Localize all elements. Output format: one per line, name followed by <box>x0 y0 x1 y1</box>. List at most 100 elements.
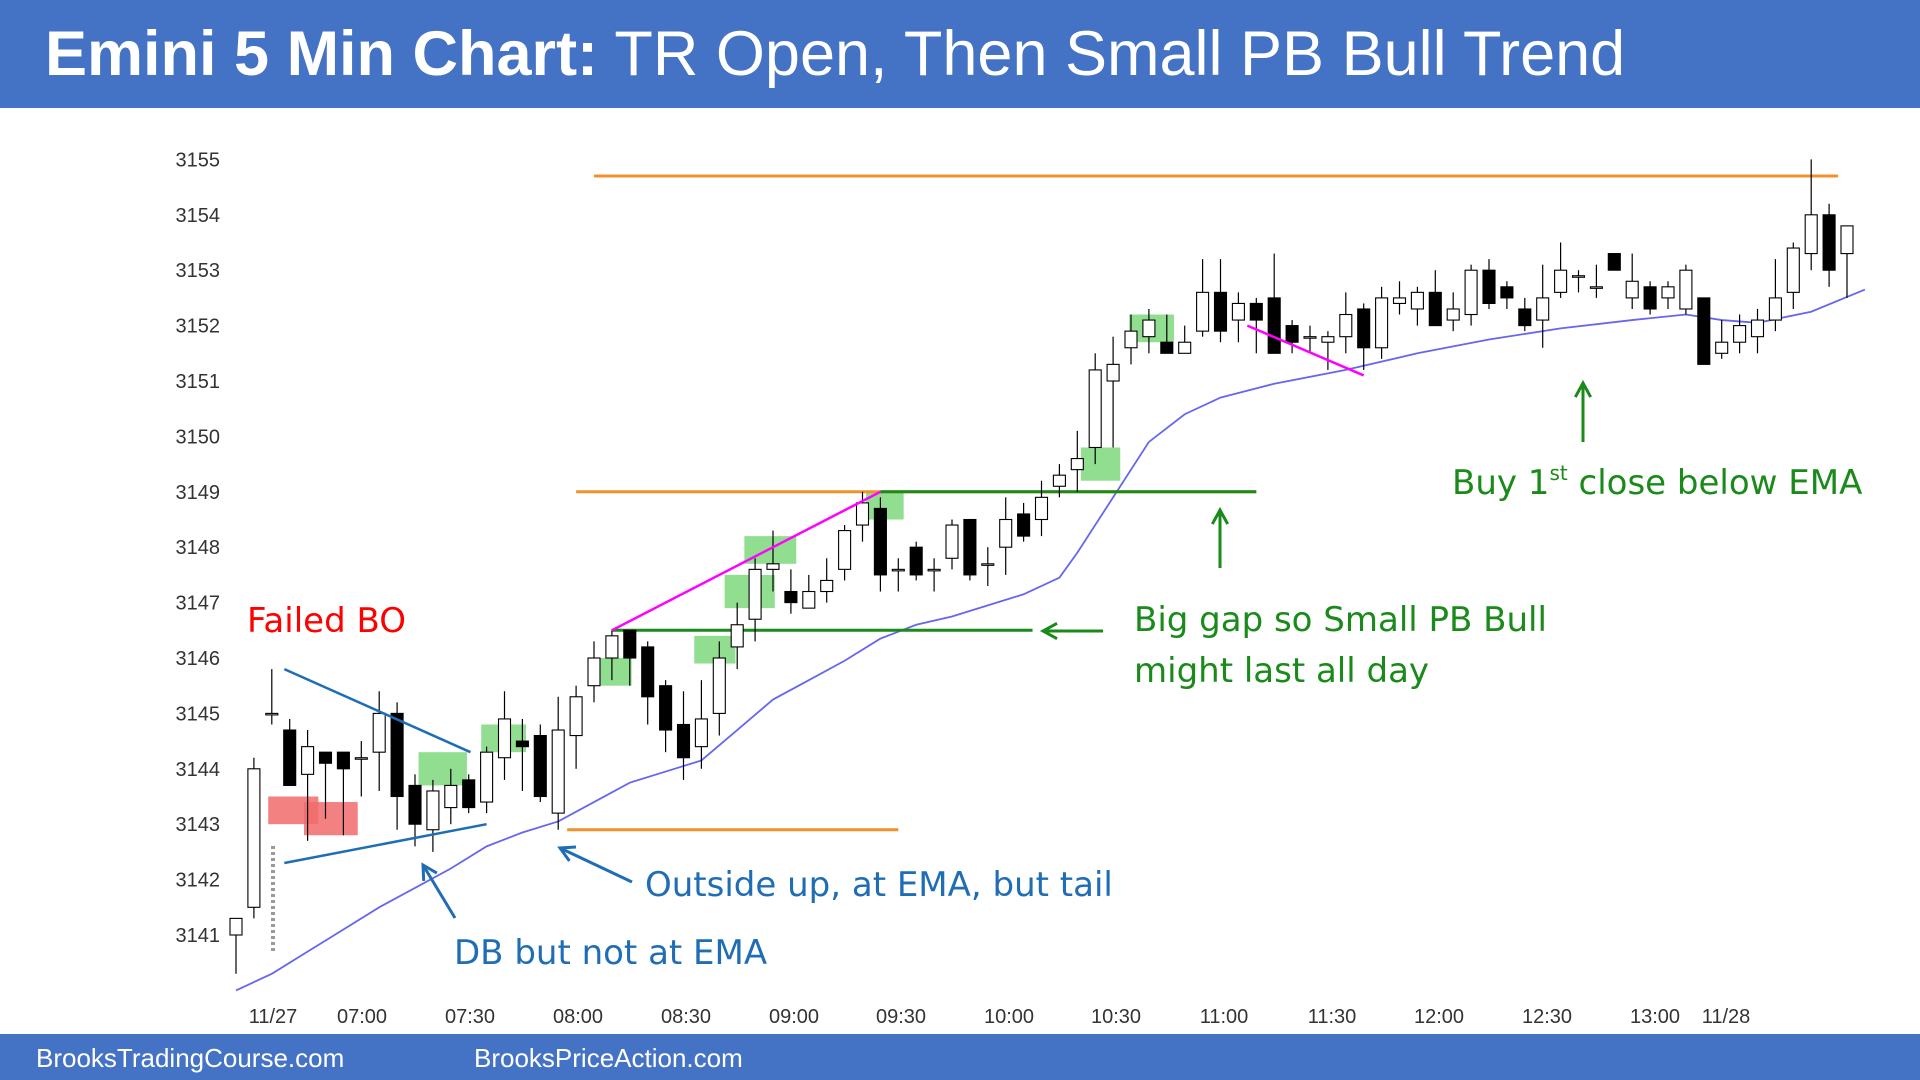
bear-candle-body <box>462 779 476 809</box>
bull-candle-body <box>766 563 780 570</box>
candle <box>283 718 297 786</box>
annotations: Failed BO DB but not at EMA Outside up, at… <box>247 379 1862 973</box>
red-signal-box <box>304 802 358 836</box>
candle <box>873 497 887 592</box>
bear-candle-body <box>1518 308 1532 327</box>
bull-candle-body <box>1679 269 1693 310</box>
candle <box>1321 331 1335 370</box>
bull-candle-body <box>265 712 279 716</box>
x-tick-label: 12:00 <box>1414 1006 1464 1028</box>
bull-candle-body <box>855 502 870 526</box>
bull-candle-body <box>1715 341 1729 354</box>
bull-candle-body <box>372 712 386 753</box>
y-tick-label: 3143 <box>176 814 221 836</box>
bull-candle-body <box>1142 319 1156 338</box>
bear-candle-body <box>533 735 547 798</box>
bear-candle-body <box>641 646 655 698</box>
bull-candle-body <box>694 718 708 748</box>
title-rest: TR Open, Then Small PB Bull Trend <box>614 19 1626 89</box>
x-tick-label: 08:30 <box>661 1006 711 1028</box>
x-tick-label: 10:30 <box>1091 1006 1141 1028</box>
x-tick-label: 12:30 <box>1522 1006 1572 1028</box>
bull-candle-body <box>1786 247 1800 293</box>
bull-candle-body <box>927 568 941 572</box>
y-tick-label: 3144 <box>176 759 221 781</box>
candle <box>1518 297 1532 332</box>
bull-candle-body <box>1804 214 1818 255</box>
candle <box>569 685 583 769</box>
bear-candle-body <box>408 784 422 825</box>
buy-up-arrow <box>1574 379 1592 442</box>
bear-candle-body <box>1643 286 1657 310</box>
bear-candle-body <box>1428 291 1442 327</box>
candle <box>1034 480 1049 537</box>
candle <box>372 691 386 791</box>
db-arrow <box>421 862 457 919</box>
bull-candle-body <box>730 624 744 648</box>
candle <box>1786 242 1800 309</box>
arrow-head <box>1039 622 1058 640</box>
footer-right[interactable]: BrooksPriceAction.com <box>474 1043 743 1073</box>
candle <box>1536 264 1550 348</box>
y-axis: 3141 3142 3143 3144 3145 3146 3147 3148 3149 3150… <box>176 149 221 947</box>
triangle-lower-line <box>284 822 487 865</box>
outside-up-label: Outside up, at EMA, but tail <box>645 865 1113 905</box>
arrow-head <box>1211 506 1229 525</box>
bear-candle-body <box>1213 291 1228 332</box>
y-tick-label: 3146 <box>176 648 221 670</box>
x-axis: 11/27 07:00 07:30 08:00 08:30 09:00 09:30 10:00… <box>249 1006 1751 1028</box>
candle <box>533 724 547 803</box>
candle <box>820 558 834 603</box>
bull-candle-body <box>605 635 619 659</box>
y-tick-label: 3152 <box>176 316 221 338</box>
bull-candle-body <box>1321 336 1335 343</box>
candle <box>730 602 744 670</box>
bull-candle-body <box>1088 369 1102 449</box>
bull-candle-body <box>354 757 368 760</box>
y-tick-label: 3153 <box>176 260 221 282</box>
y-tick-label: 3150 <box>176 426 221 448</box>
candle <box>1733 314 1747 354</box>
bull-candle-body <box>426 790 440 831</box>
title-bold: Emini 5 Min Chart: <box>45 19 599 89</box>
candle <box>229 917 243 974</box>
triangle-upper-line <box>283 667 471 754</box>
candle <box>1589 264 1603 298</box>
bear-candle-body <box>659 685 673 731</box>
candle <box>963 518 977 581</box>
big-gap-label: Big gap so Small PB Bull <box>1134 600 1547 640</box>
bull-candle-body <box>587 657 601 687</box>
candle <box>623 629 637 686</box>
x-tick-label: 11:00 <box>1200 1006 1249 1028</box>
candle <box>712 641 726 736</box>
bull-candle-body <box>247 768 261 908</box>
candle <box>1124 314 1138 365</box>
bear-candle-body <box>1267 297 1281 354</box>
candle <box>1464 264 1478 326</box>
candle <box>1070 430 1084 492</box>
x-tick-label: 10:00 <box>984 1006 1034 1028</box>
bear-candle-body <box>1285 325 1299 343</box>
bull-candle-body <box>1303 336 1317 339</box>
level-up-arrow <box>1211 506 1229 568</box>
bull-candle-body <box>945 524 959 559</box>
candle <box>1392 281 1407 315</box>
y-tick-label: 3148 <box>176 537 221 559</box>
candle <box>1303 325 1317 354</box>
magenta-trend-line <box>1246 324 1365 377</box>
candle <box>748 558 762 642</box>
footer-left[interactable]: BrooksTradingCourse.com <box>36 1043 345 1073</box>
candle <box>408 774 422 847</box>
candle <box>1715 320 1729 359</box>
bull-candle-body <box>1375 297 1389 349</box>
candle <box>1804 159 1818 271</box>
slide-title: Emini 5 Min Chart: TR Open, Then Small P… <box>0 18 1625 90</box>
bull-candle-body <box>712 657 726 714</box>
title-bar: Emini 5 Min Chart: TR Open, Then Small P… <box>0 0 1920 108</box>
bear-candle-body <box>873 507 887 576</box>
candle <box>1410 286 1424 326</box>
candle <box>265 669 279 725</box>
bull-candle-body <box>999 518 1013 548</box>
bear-candle-body <box>909 546 923 576</box>
bull-candle-body <box>1410 291 1424 310</box>
